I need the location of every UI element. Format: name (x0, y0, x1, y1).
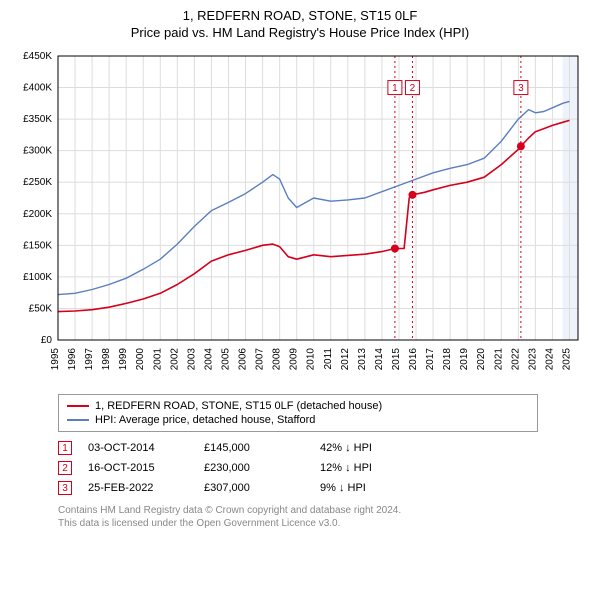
svg-text:2011: 2011 (323, 348, 334, 370)
svg-text:2001: 2001 (152, 348, 163, 371)
svg-text:£50K: £50K (29, 303, 53, 314)
svg-text:2025: 2025 (561, 348, 572, 371)
sales-date: 16-OCT-2015 (88, 462, 188, 474)
chart-subtitle: Price paid vs. HM Land Registry's House … (10, 25, 590, 40)
footnote-line-1: Contains HM Land Registry data © Crown c… (58, 504, 590, 517)
legend-swatch (67, 405, 89, 407)
svg-text:2002: 2002 (169, 348, 180, 371)
svg-text:2: 2 (410, 83, 416, 94)
legend-label: HPI: Average price, detached house, Staf… (95, 414, 315, 426)
legend-swatch (67, 419, 89, 421)
legend-item: HPI: Average price, detached house, Staf… (67, 413, 529, 427)
sales-row: 2 16-OCT-2015 £230,000 12% ↓ HPI (58, 458, 590, 478)
svg-text:£150K: £150K (23, 240, 52, 251)
page: 1, REDFERN ROAD, STONE, ST15 0LF Price p… (0, 0, 600, 540)
svg-text:2012: 2012 (340, 348, 351, 371)
chart-svg: £0 £50K £100K £150K £200K £250K £300K £350K £400… (10, 48, 590, 388)
sales-marker: 3 (58, 481, 72, 495)
legend-label: 1, REDFERN ROAD, STONE, ST15 0LF (detach… (95, 400, 382, 412)
svg-text:1995: 1995 (50, 348, 61, 371)
svg-text:£250K: £250K (23, 177, 52, 188)
footnote-line-2: This data is licensed under the Open Gov… (58, 517, 590, 530)
svg-text:2016: 2016 (408, 348, 419, 371)
svg-text:2004: 2004 (203, 348, 214, 371)
svg-text:2010: 2010 (306, 348, 317, 371)
svg-text:3: 3 (518, 83, 524, 94)
sales-diff: 9% ↓ HPI (320, 482, 420, 494)
svg-text:2020: 2020 (476, 348, 487, 371)
sales-table: 1 03-OCT-2014 £145,000 42% ↓ HPI 2 16-OCT-201… (58, 438, 590, 498)
chart: £0 £50K £100K £150K £200K £250K £300K £350K £400… (10, 48, 590, 388)
svg-text:2013: 2013 (357, 348, 368, 371)
sales-date: 25-FEB-2022 (88, 482, 188, 494)
chart-title: 1, REDFERN ROAD, STONE, ST15 0LF (10, 8, 590, 23)
sales-price: £230,000 (204, 462, 304, 474)
svg-text:2006: 2006 (238, 348, 249, 371)
sales-marker: 1 (58, 441, 72, 455)
svg-text:£200K: £200K (23, 209, 52, 220)
svg-text:2008: 2008 (272, 348, 283, 371)
svg-text:2007: 2007 (255, 348, 266, 371)
sales-row: 3 25-FEB-2022 £307,000 9% ↓ HPI (58, 478, 590, 498)
svg-text:2005: 2005 (220, 348, 231, 371)
sales-row: 1 03-OCT-2014 £145,000 42% ↓ HPI (58, 438, 590, 458)
svg-text:2021: 2021 (493, 348, 504, 371)
svg-text:2015: 2015 (391, 348, 402, 371)
sales-marker: 2 (58, 461, 72, 475)
svg-text:2014: 2014 (374, 348, 385, 371)
svg-text:2019: 2019 (459, 348, 470, 371)
svg-text:1996: 1996 (67, 348, 78, 371)
svg-text:£100K: £100K (23, 272, 52, 283)
svg-text:£450K: £450K (23, 51, 52, 62)
svg-text:1997: 1997 (84, 348, 95, 371)
sales-diff: 42% ↓ HPI (320, 442, 420, 454)
svg-text:2000: 2000 (135, 348, 146, 371)
svg-text:1998: 1998 (101, 348, 112, 371)
svg-text:2017: 2017 (425, 348, 436, 371)
svg-text:£0: £0 (41, 335, 53, 346)
svg-text:2009: 2009 (289, 348, 300, 371)
legend-item: 1, REDFERN ROAD, STONE, ST15 0LF (detach… (67, 399, 529, 413)
svg-text:£300K: £300K (23, 146, 52, 157)
legend: 1, REDFERN ROAD, STONE, ST15 0LF (detach… (58, 394, 538, 432)
sales-date: 03-OCT-2014 (88, 442, 188, 454)
sales-diff: 12% ↓ HPI (320, 462, 420, 474)
svg-text:£350K: £350K (23, 114, 52, 125)
svg-text:2023: 2023 (527, 348, 538, 371)
svg-text:2024: 2024 (544, 348, 555, 371)
sales-price: £307,000 (204, 482, 304, 494)
svg-text:1: 1 (392, 83, 398, 94)
svg-text:2022: 2022 (510, 348, 521, 371)
footnote: Contains HM Land Registry data © Crown c… (58, 504, 590, 530)
svg-text:£400K: £400K (23, 83, 52, 94)
svg-text:2018: 2018 (442, 348, 453, 371)
sales-price: £145,000 (204, 442, 304, 454)
svg-text:1999: 1999 (118, 348, 129, 371)
svg-text:2003: 2003 (186, 348, 197, 371)
